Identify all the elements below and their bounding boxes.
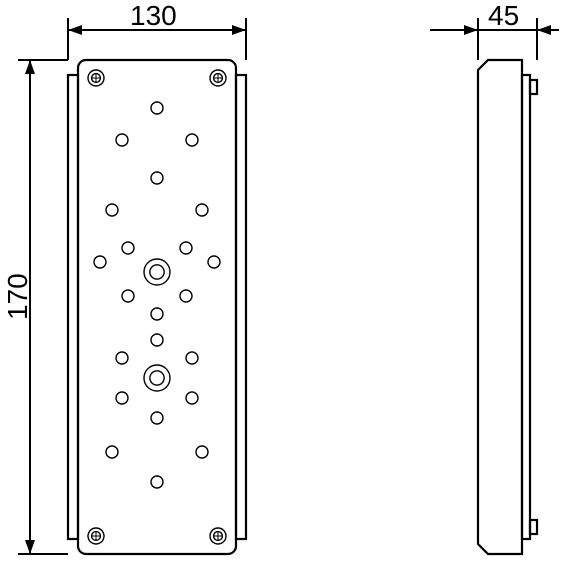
dimension-width-label: 130 xyxy=(130,0,177,32)
dimension-height-label: 170 xyxy=(2,273,34,320)
drawing-canvas: 130 45 170 xyxy=(0,0,569,572)
dimension-depth-label: 45 xyxy=(488,0,519,32)
technical-drawing xyxy=(0,0,569,572)
